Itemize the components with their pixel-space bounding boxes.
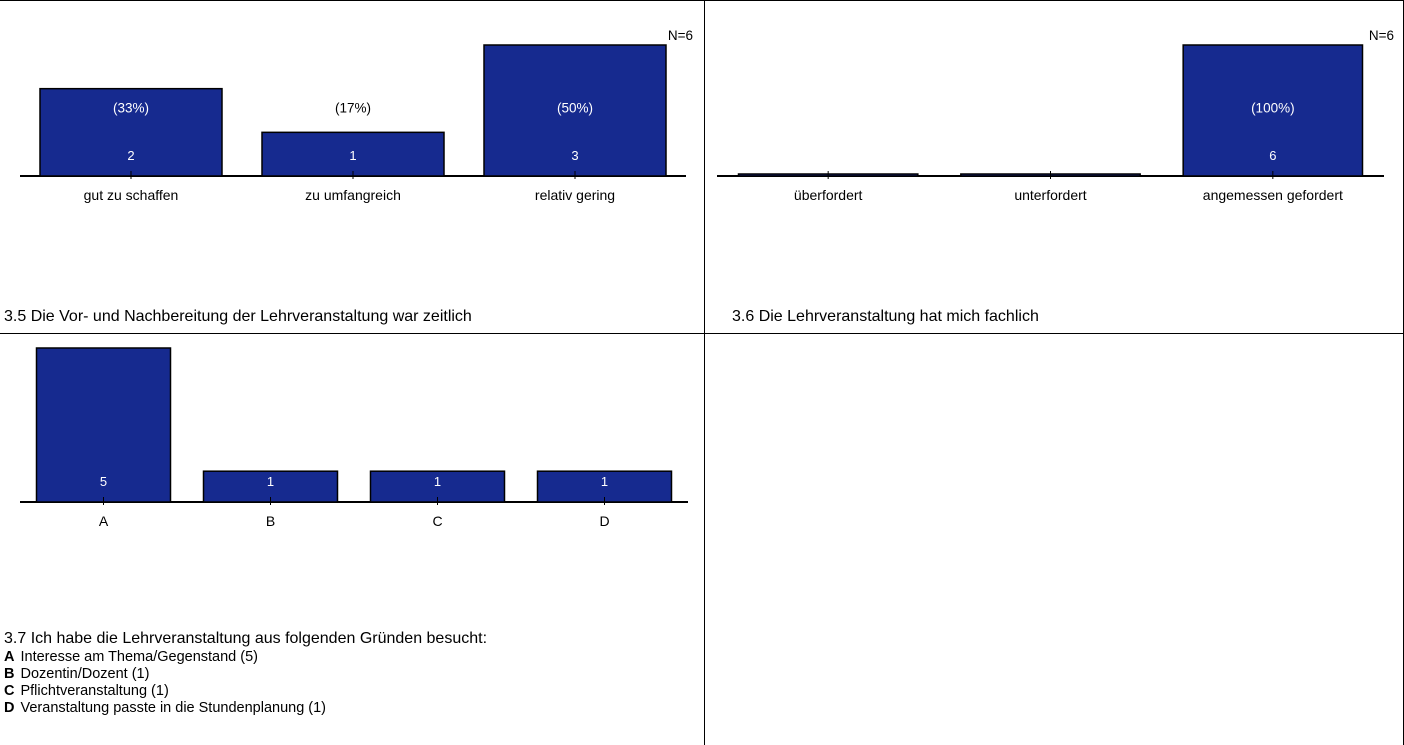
n-label: N=6 — [1369, 28, 1394, 43]
x-tick-label: A — [99, 513, 109, 529]
legend-text: Dozentin/Dozent (1) — [20, 666, 150, 682]
bar-value-label: 6 — [1269, 148, 1276, 163]
reasons-legend: A Interesse am Thema/Gegenstand (5) B Doze… — [4, 649, 326, 717]
panel-empty — [705, 334, 1403, 745]
bar-2 — [202, 470, 339, 503]
legend-row-a: A Interesse am Thema/Gegenstand (5) — [4, 649, 326, 666]
grid-line-vertical — [704, 0, 705, 745]
bar-percent-label: (100%) — [1251, 101, 1295, 116]
bar-value-label: 1 — [601, 474, 608, 489]
legend-row-c: C Pflichtveranstaltung (1) — [4, 683, 326, 700]
x-tick-label: B — [266, 513, 275, 529]
grid-line-middle — [0, 333, 1404, 334]
n-label: N=6 — [668, 28, 693, 43]
bar-value-label: 2 — [127, 148, 134, 163]
panel-title-3-7: 3.7 Ich habe die Lehrveranstaltung aus f… — [4, 630, 488, 647]
bar-percent-label: (33%) — [113, 101, 149, 116]
legend-row-d: D Veranstaltung passte in die Stundenplan… — [4, 700, 326, 717]
chart-3-6: überfordert unterfordert 6 (100%) angemessen… — [717, 28, 1394, 203]
legend-key: A — [4, 649, 15, 665]
x-tick-label: zu umfangreich — [305, 187, 401, 203]
panel-3-5: 2 (33%) gut zu schaffen 1 (17%) zu umfangreic… — [0, 0, 704, 333]
x-tick-label: unterfordert — [1014, 187, 1086, 203]
panel-title-3-5: 3.5 Die Vor- und Nachbereitung der Lehrv… — [4, 308, 472, 325]
chart-3-7: 5 A 1 B 1 C 1 D — [20, 347, 688, 529]
bar-2 — [261, 131, 445, 177]
chart-3-5: 2 (33%) gut zu schaffen 1 (17%) zu umfangreic… — [20, 28, 693, 203]
legend-key: D — [4, 700, 15, 716]
bar-percent-label: (50%) — [557, 101, 593, 116]
bar-value-label: 3 — [571, 148, 578, 163]
grid-line-top — [0, 0, 1404, 1]
panel-title-3-6: 3.6 Die Lehrveranstaltung hat mich fachl… — [732, 308, 1039, 325]
bar-4 — [536, 470, 673, 503]
x-tick-label: gut zu schaffen — [84, 187, 179, 203]
panel-3-6: überfordert unterfordert 6 (100%) angemessen… — [705, 0, 1403, 333]
x-tick-label: relativ gering — [535, 187, 615, 203]
bar-1 — [39, 87, 223, 177]
x-tick-label: angemessen gefordert — [1203, 187, 1343, 203]
x-tick-label: C — [432, 513, 442, 529]
legend-row-b: B Dozentin/Dozent (1) — [4, 666, 326, 683]
bar-percent-label: (17%) — [335, 101, 371, 116]
x-tick-label: überfordert — [794, 187, 863, 203]
legend-key: B — [4, 666, 15, 682]
legend-text: Interesse am Thema/Gegenstand (5) — [20, 649, 258, 665]
bar-1 — [35, 347, 172, 503]
x-tick-label: D — [599, 513, 609, 529]
bar-value-label: 1 — [434, 474, 441, 489]
panel-3-7: 5 A 1 B 1 C 1 D 3.7 Ich habe die Lehrveranstalt… — [0, 334, 704, 745]
legend-key: C — [4, 683, 15, 699]
legend-text: Pflichtveranstaltung (1) — [20, 683, 169, 699]
bar-3 — [483, 44, 667, 177]
legend-text: Veranstaltung passte in die Stundenplanu… — [20, 700, 327, 716]
bar-value-label: 5 — [100, 474, 107, 489]
bar-value-label: 1 — [349, 148, 356, 163]
bar-value-label: 1 — [267, 474, 274, 489]
